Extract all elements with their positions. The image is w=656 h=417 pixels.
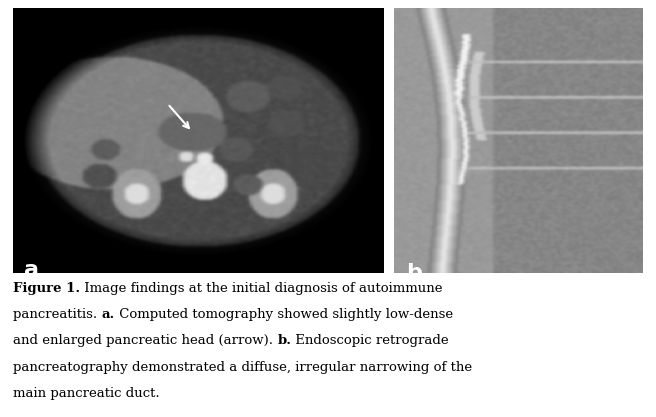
Text: Figure 1.: Figure 1.	[13, 282, 80, 295]
Text: Image findings at the initial diagnosis of autoimmune: Image findings at the initial diagnosis …	[80, 282, 443, 295]
Text: main pancreatic duct.: main pancreatic duct.	[13, 387, 160, 400]
Text: and enlarged pancreatic head (arrow).: and enlarged pancreatic head (arrow).	[13, 334, 277, 347]
Text: a: a	[24, 260, 39, 280]
Text: a.: a.	[102, 308, 115, 321]
Text: pancreatography demonstrated a diffuse, irregular narrowing of the: pancreatography demonstrated a diffuse, …	[13, 361, 472, 374]
Text: Computed tomography showed slightly low-dense: Computed tomography showed slightly low-…	[115, 308, 453, 321]
Text: b: b	[406, 263, 422, 283]
Text: pancreatitis.: pancreatitis.	[13, 308, 102, 321]
Text: b.: b.	[277, 334, 291, 347]
Text: Endoscopic retrograde: Endoscopic retrograde	[291, 334, 449, 347]
